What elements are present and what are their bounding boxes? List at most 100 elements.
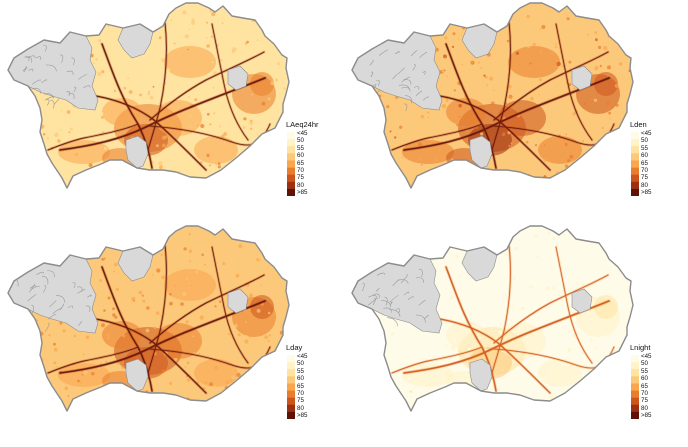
legend-swatch (287, 160, 295, 168)
noise-speckle (169, 301, 173, 306)
road-line (149, 274, 265, 344)
noise-speckle (213, 112, 216, 115)
noise-hotspot (498, 100, 546, 136)
noise-speckle (258, 391, 260, 393)
noise-speckle (500, 16, 503, 19)
noise-speckle (113, 270, 116, 273)
noise-speckle (530, 243, 534, 247)
noise-speckle (123, 12, 128, 17)
street-segment (72, 282, 76, 289)
noise-speckle (191, 18, 195, 22)
legend-class-label: 50 (297, 137, 304, 145)
noise-speckle (215, 163, 217, 166)
noise-speckle (451, 345, 456, 350)
noise-speckle (536, 255, 538, 258)
noise-speckle (214, 365, 219, 370)
noise-speckle (444, 36, 448, 40)
noise-speckle (21, 131, 25, 134)
noise-speckle (190, 284, 193, 287)
street-segment (29, 285, 36, 289)
legend-class-label: 70 (297, 390, 304, 398)
noise-speckle (442, 72, 444, 74)
legend-swatch (631, 390, 639, 398)
noise-speckle (21, 339, 24, 341)
noise-speckle (578, 346, 580, 348)
noise-speckle (425, 237, 428, 240)
noise-speckle (270, 81, 275, 86)
noise-speckle (282, 36, 285, 39)
noise-speckle (280, 30, 283, 33)
street-segment (387, 317, 399, 327)
noise-speckle (452, 338, 457, 342)
noise-speckle (281, 251, 286, 255)
street-segment (383, 307, 392, 313)
noise-speckle (603, 45, 608, 51)
street-segment (397, 279, 409, 284)
noise-speckle (428, 29, 430, 32)
noise-speckle (107, 167, 112, 172)
legend-class-label: 70 (641, 167, 648, 175)
street-segment (423, 314, 429, 320)
noise-speckle (415, 164, 418, 167)
noise-speckle (155, 257, 159, 261)
legend-swatch (287, 139, 295, 147)
noise-speckle (231, 375, 235, 380)
noise-speckle (182, 292, 187, 296)
legend-swatch (631, 188, 639, 196)
noise-speckle (264, 394, 269, 399)
noise-speckle (198, 352, 200, 355)
noise-speckle (573, 87, 576, 90)
noise-speckle (529, 319, 533, 323)
noise-speckle (60, 129, 62, 131)
noise-speckle (586, 335, 590, 339)
legend-class-label: 75 (641, 397, 648, 405)
noise-speckle (574, 281, 577, 284)
noise-speckle (440, 398, 443, 401)
noise-speckle (85, 335, 90, 340)
noise-speckle (584, 389, 588, 393)
noise-speckle (497, 18, 502, 24)
noise-speckle (220, 59, 223, 62)
noise-speckle (22, 20, 26, 23)
noise-speckle (242, 125, 246, 129)
noise-speckle (426, 402, 429, 404)
noise-speckle (447, 324, 450, 327)
street-segment (403, 79, 412, 85)
noise-speckle (607, 405, 611, 408)
noise-speckle (587, 156, 589, 159)
noise-speckle (29, 176, 32, 179)
noise-speckle (548, 395, 554, 400)
noise-speckle (197, 180, 202, 184)
no-data-area (571, 65, 593, 91)
legend-class-label: 55 (297, 144, 304, 152)
noise-speckle (31, 137, 36, 142)
noise-speckle (76, 7, 80, 12)
noise-speckle (480, 67, 483, 69)
noise-speckle (416, 249, 419, 252)
noise-speckle (375, 351, 377, 353)
street-segment (398, 84, 411, 90)
noise-speckle (383, 241, 387, 246)
noise-speckle (98, 173, 102, 177)
noise-speckle (164, 82, 166, 85)
noise-speckle (72, 24, 76, 28)
noise-speckle (554, 298, 557, 300)
noise-speckle (252, 60, 256, 64)
noise-speckle (390, 33, 394, 37)
noise-speckle (593, 98, 598, 102)
noise-speckle (91, 372, 95, 376)
noise-speckle (88, 163, 93, 168)
street-segment (71, 57, 75, 66)
noise-speckle (448, 314, 453, 320)
street-segment (373, 293, 380, 298)
map-panel-lday: Lday <45 50 55 60 65 70 75 80 >85 (0, 223, 344, 446)
legend-swatch (631, 181, 639, 190)
noise-speckle (186, 361, 190, 365)
noise-speckle (409, 395, 412, 398)
noise-map-laeq24hr (7, 2, 290, 189)
noise-speckle (538, 78, 542, 82)
noise-speckle (259, 241, 265, 246)
road-line (493, 51, 609, 121)
noise-speckle (218, 46, 223, 50)
noise-speckle (145, 328, 150, 333)
